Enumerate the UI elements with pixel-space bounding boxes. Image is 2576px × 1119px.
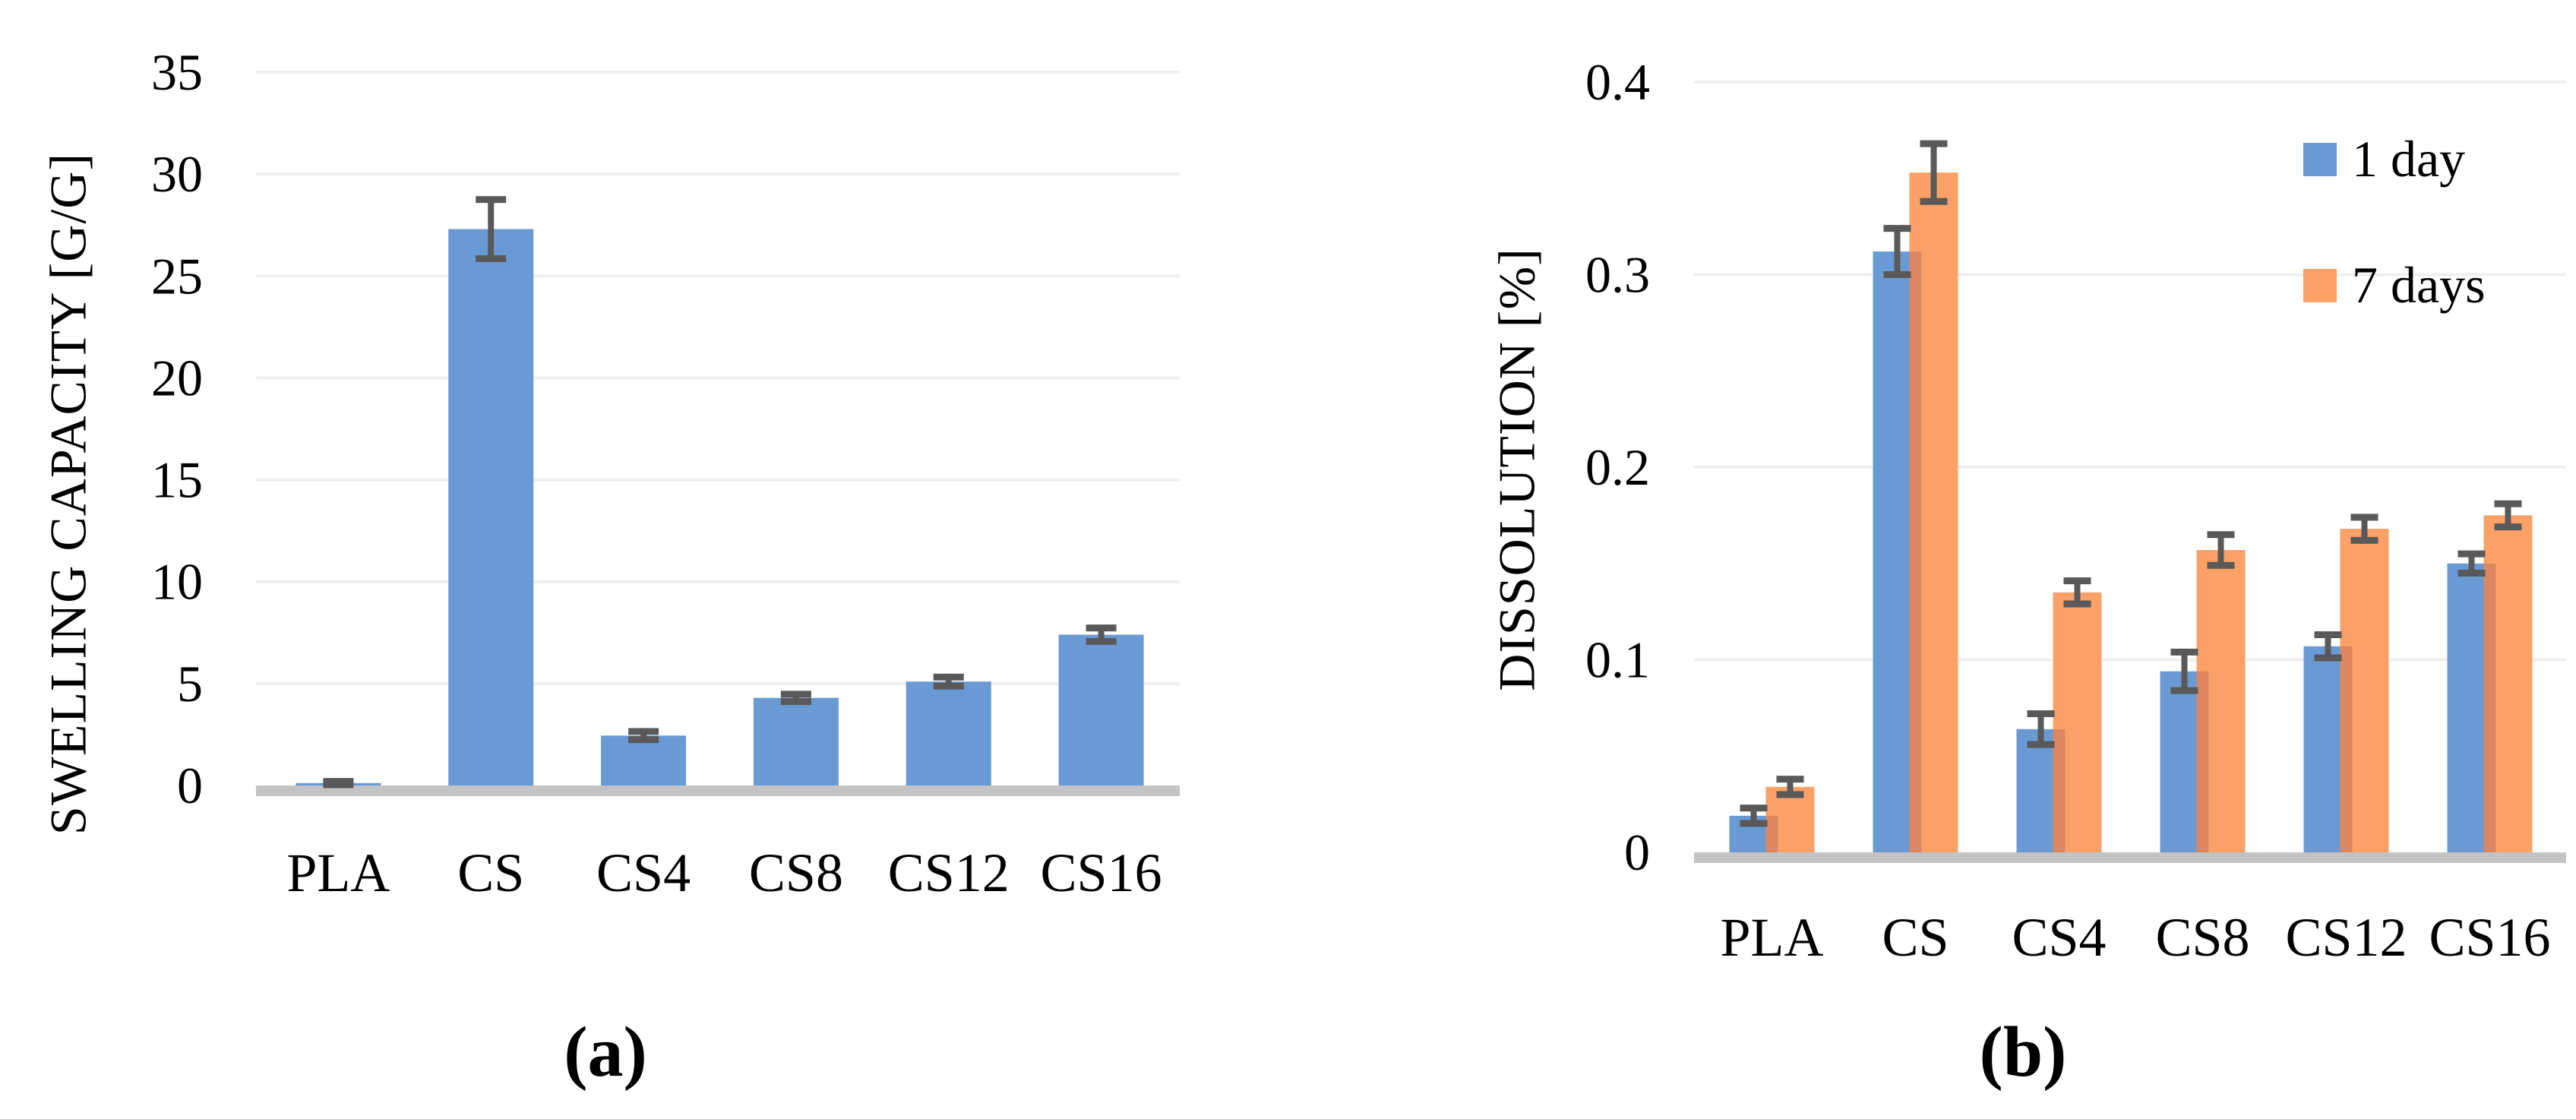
x-tick-label: CS8 (2155, 907, 2249, 968)
y-tick-label: 5 (177, 655, 203, 713)
error-bar-cap (2494, 500, 2522, 507)
y-tick-label: 0.4 (1585, 53, 1650, 111)
legend-swatch-1day-icon (2303, 142, 2337, 176)
error-bar-cap (2063, 600, 2091, 608)
error-bar-cap (1883, 225, 1911, 232)
x-tick-label: CS16 (2429, 907, 2550, 968)
y-tick-label: 15 (151, 451, 203, 509)
x-tick-label: CS4 (2012, 907, 2106, 968)
x-tick-label: CS4 (596, 842, 691, 903)
error-bar-cap (2457, 550, 2486, 558)
error-bar-cap (1920, 140, 1948, 147)
bar-overlap-strip (1909, 251, 1922, 853)
bar-overlap-strip (2053, 729, 2066, 852)
error-bar-cap (2170, 687, 2198, 694)
bar-swellingcapacity (753, 697, 839, 786)
bar-swellingcapacity (1058, 634, 1144, 786)
legend-item-1day: 1 day (2303, 129, 2486, 189)
legend: 1 day 7 days (2303, 129, 2486, 315)
error-bar-cap (780, 697, 811, 705)
error-bar-cap (2314, 654, 2342, 662)
y-tick-label: 0 (177, 757, 203, 814)
bar-overlap-strip (2196, 671, 2209, 852)
error-bar-cap (2027, 741, 2055, 748)
x-tick-label: CS (1882, 907, 1949, 968)
error-bar-cap (2350, 514, 2378, 521)
x-tick-label: CS12 (888, 842, 1010, 903)
y-tick-label: 0.3 (1585, 246, 1650, 304)
x-tick-label: CS12 (2285, 907, 2407, 968)
error-bar-cap (1740, 804, 1768, 812)
bar-swellingcapacity (601, 735, 687, 786)
x-tick-label: CS8 (749, 842, 843, 903)
bar-overlap-strip (1765, 815, 1778, 852)
error-bar-cap (1086, 624, 1117, 632)
y-tick-label: 20 (151, 349, 203, 406)
y-tick-label: 0.2 (1585, 438, 1650, 496)
y-tick-label: 0 (1624, 823, 1650, 881)
x-axis-baseline (1694, 852, 2566, 863)
legend-swatch-7days-icon (2303, 268, 2337, 302)
x-tick-label: PLA (286, 842, 390, 903)
bar-overlap-strip (2483, 563, 2496, 852)
error-bar-cap (1920, 198, 1948, 205)
x-tick-label: PLA (1720, 907, 1823, 968)
error-bar-cap (2457, 569, 2486, 577)
y-axis-title-dissolution: DISSOLUTION [%] (1487, 248, 1546, 691)
y-tick-label: 10 (151, 553, 203, 611)
y-tick-label: 25 (151, 247, 203, 305)
error-bar-cap (933, 682, 964, 690)
error-bar-cap (323, 781, 354, 789)
y-tick-label: 30 (151, 145, 203, 203)
error-bar-cap (2027, 710, 2055, 717)
error-bar-cap (628, 736, 659, 744)
error-bar-cap (2207, 561, 2235, 569)
y-tick-label: 35 (151, 43, 203, 101)
error-bar-cap (933, 673, 964, 681)
error-bar-cap (2494, 523, 2522, 531)
error-bar-cap (1776, 776, 1804, 783)
panel-a-caption: (a) (564, 1013, 647, 1092)
error-bar-cap (2314, 631, 2342, 639)
error-bar-cap (1086, 637, 1117, 645)
x-tick-label: CS (457, 842, 524, 903)
legend-item-7days: 7 days (2303, 255, 2486, 315)
error-bar-cap (1740, 820, 1768, 827)
legend-label-1day: 1 day (2352, 130, 2466, 188)
y-tick-label: 0.1 (1585, 631, 1650, 689)
error-bar-cap (2170, 648, 2198, 656)
x-tick-label: CS16 (1041, 842, 1162, 903)
bar-swellingcapacity (906, 681, 991, 786)
panel-b-caption: (b) (1979, 1013, 2067, 1092)
error-bar-cap (2207, 531, 2235, 539)
error-bar-cap (780, 691, 811, 698)
legend-label-7days: 7 days (2352, 256, 2486, 314)
error-bar-cap (1776, 791, 1804, 798)
error-bar-cap (2063, 577, 2091, 585)
bar-swellingcapacity (448, 229, 534, 786)
error-bar-cap (476, 254, 507, 262)
error-bar-cap (1883, 271, 1911, 278)
error-bar-cap (2350, 536, 2378, 544)
bar-overlap-strip (2340, 646, 2353, 852)
y-axis-title-swelling: SWELLING CAPACITY [G/G] (39, 152, 97, 836)
error-bar-cap (476, 196, 507, 204)
x-axis-baseline (256, 786, 1180, 796)
error-bar-cap (628, 728, 659, 735)
